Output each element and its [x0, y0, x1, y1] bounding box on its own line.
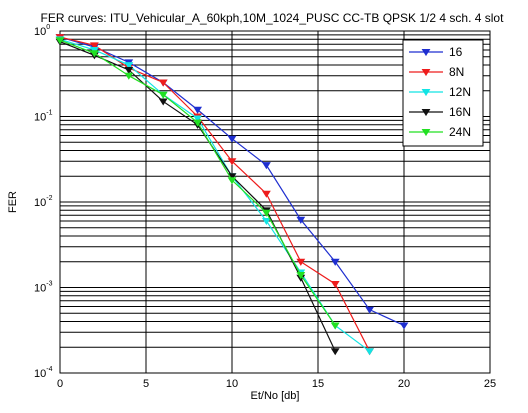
- data-point: [296, 272, 306, 280]
- data-point: [399, 322, 409, 330]
- data-point: [227, 158, 237, 166]
- data-point: [330, 322, 340, 330]
- data-point: [330, 348, 340, 356]
- data-point: [227, 177, 237, 185]
- data-point: [261, 209, 271, 217]
- legend-box: [402, 39, 484, 147]
- series-line: [59, 36, 371, 352]
- legend-marker: [421, 49, 431, 57]
- data-point: [158, 98, 168, 106]
- y-tick-label: 100: [34, 24, 50, 38]
- data-point: [89, 42, 99, 50]
- series-line: [59, 38, 370, 352]
- data-point: [158, 91, 168, 99]
- data-point: [193, 119, 203, 127]
- data-point: [330, 258, 340, 266]
- x-tick-label: 25: [484, 378, 496, 390]
- y-tick-label: 10-1: [34, 110, 53, 124]
- series-24N: [55, 37, 340, 330]
- legend-marker: [421, 109, 431, 117]
- legend-marker: [421, 89, 431, 97]
- data-point: [158, 79, 168, 87]
- series-line: [59, 41, 336, 352]
- y-tick-label: 10-3: [34, 281, 53, 295]
- legend: 16 8N 12N 16N 24N: [402, 39, 484, 147]
- legend-label: 16N: [449, 105, 471, 119]
- plot-frame: [59, 30, 491, 374]
- data-point: [261, 218, 271, 226]
- data-point: [89, 50, 99, 58]
- legend-label: 12N: [449, 85, 471, 99]
- legend-marker: [421, 69, 431, 77]
- x-tick-label: 5: [143, 378, 149, 390]
- series-16N: [55, 38, 340, 356]
- data-point: [261, 162, 271, 170]
- x-axis-ticks: 0 5 10 15 20 25: [57, 369, 496, 390]
- data-point: [193, 115, 203, 123]
- y-axis-label: FER: [7, 191, 19, 213]
- chart-title: FER curves: ITU_Vehicular_A_60kph,10M_10…: [41, 11, 505, 25]
- data-point: [365, 348, 375, 356]
- data-point: [124, 67, 134, 75]
- data-point: [365, 306, 375, 314]
- data-point: [124, 72, 134, 80]
- data-point: [193, 106, 203, 114]
- series-line: [59, 39, 336, 326]
- x-tick-label: 0: [57, 378, 63, 390]
- series-layer: [55, 34, 409, 356]
- y-tick-label: 10-4: [34, 366, 53, 380]
- data-point: [261, 190, 271, 198]
- data-point: [55, 37, 65, 45]
- legend-label: 24N: [449, 125, 471, 139]
- x-tick-label: 20: [398, 378, 410, 390]
- grid: [60, 31, 490, 373]
- data-point: [296, 216, 306, 224]
- legend-label: 16: [449, 45, 463, 59]
- x-tick-label: 15: [312, 378, 324, 390]
- x-tick-label: 10: [226, 378, 238, 390]
- data-point: [227, 135, 237, 143]
- y-tick-label: 10-2: [34, 195, 53, 209]
- legend-marker: [421, 129, 431, 137]
- x-axis-label: Et/No [db]: [251, 390, 300, 402]
- y-axis-ticks: 10-4 10-3 10-2 10-1 100: [34, 24, 53, 380]
- legend-label: 8N: [449, 65, 464, 79]
- data-point: [296, 258, 306, 266]
- data-point: [124, 62, 134, 70]
- data-point: [330, 281, 340, 289]
